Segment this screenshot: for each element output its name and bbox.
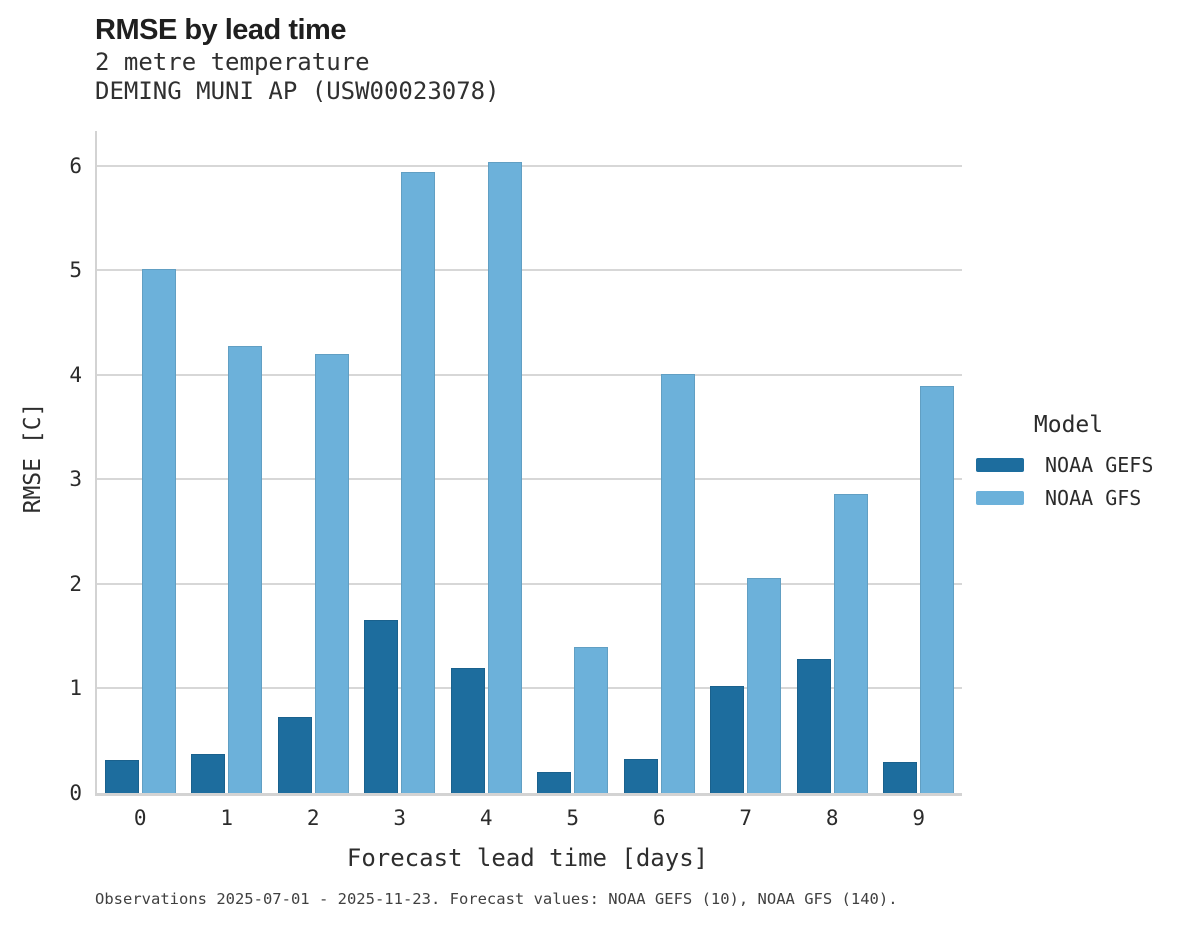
bar-group-lead-7 xyxy=(703,131,790,793)
gridline-y-3 xyxy=(97,478,962,481)
chart-subtitle-variable: 2 metre temperature xyxy=(95,48,370,76)
bar-noaa-gefs-lead-2 xyxy=(277,716,312,793)
chart-header: RMSE by lead time 2 metre temperature DE… xyxy=(95,12,500,106)
bar-noaa-gfs-lead-8 xyxy=(833,493,868,793)
bar-group-lead-9 xyxy=(876,131,963,793)
bar-noaa-gfs-lead-2 xyxy=(314,353,349,793)
legend-swatch-icon xyxy=(976,490,1024,505)
bar-group-lead-6 xyxy=(616,131,703,793)
y-tick-label: 6 xyxy=(69,153,82,178)
chart-subtitle-station: DEMING MUNI AP (USW00023078) xyxy=(95,77,500,105)
bar-noaa-gfs-lead-6 xyxy=(660,373,695,793)
bar-noaa-gefs-lead-5 xyxy=(537,772,572,793)
bar-noaa-gfs-lead-0 xyxy=(141,269,176,793)
bar-group-lead-3 xyxy=(357,131,444,793)
gridline-y-2 xyxy=(97,582,962,585)
y-tick-label: 0 xyxy=(69,781,82,805)
bar-group-lead-5 xyxy=(530,131,617,793)
legend-title: Model xyxy=(1033,412,1104,438)
gridline-y-6 xyxy=(97,164,962,167)
bar-group-lead-2 xyxy=(270,131,357,793)
y-tick-label: 5 xyxy=(69,258,82,283)
bar-noaa-gfs-lead-9 xyxy=(920,386,955,793)
legend-swatch-icon xyxy=(976,457,1024,472)
gridline-y-5 xyxy=(97,269,962,272)
y-tick-label: 2 xyxy=(69,571,82,596)
x-tick-label-8: 8 xyxy=(825,806,839,830)
bar-noaa-gfs-lead-4 xyxy=(487,162,522,793)
legend: Model NOAA GEFS NOAA GFS xyxy=(976,410,1161,514)
bar-group-lead-4 xyxy=(443,131,530,793)
bar-noaa-gefs-lead-9 xyxy=(883,761,918,793)
bar-series-container xyxy=(97,131,962,793)
chart-title: RMSE by lead time xyxy=(95,14,346,46)
bar-group-lead-8 xyxy=(789,131,876,793)
bar-noaa-gfs-lead-1 xyxy=(228,346,263,793)
bar-noaa-gefs-lead-0 xyxy=(104,759,139,793)
plot-area xyxy=(95,131,962,796)
y-tick-label: 1 xyxy=(69,676,82,701)
legend-label: NOAA GEFS xyxy=(1045,452,1154,477)
bar-noaa-gefs-lead-1 xyxy=(191,754,226,793)
gridline-y-4 xyxy=(97,373,962,376)
x-tick-label-6: 6 xyxy=(652,806,666,830)
x-axis-label: Forecast lead time [days] xyxy=(346,844,709,872)
x-tick-label-4: 4 xyxy=(479,806,493,830)
footer-caption: Observations 2025-07-01 - 2025-11-23. Fo… xyxy=(95,890,898,908)
bar-group-lead-0 xyxy=(97,131,184,793)
bar-noaa-gefs-lead-3 xyxy=(364,620,399,793)
y-tick-label: 3 xyxy=(69,467,82,492)
bar-noaa-gefs-lead-6 xyxy=(623,758,658,793)
legend-items: NOAA GEFS NOAA GFS xyxy=(976,448,1161,514)
y-axis-label: RMSE [C] xyxy=(20,402,46,514)
bar-noaa-gefs-lead-4 xyxy=(450,667,485,793)
x-tick-label-5: 5 xyxy=(566,806,580,830)
bar-noaa-gefs-lead-7 xyxy=(710,686,745,793)
x-tick-label-1: 1 xyxy=(220,806,234,830)
bar-noaa-gfs-lead-7 xyxy=(747,577,782,793)
gridline-y-1 xyxy=(97,687,962,690)
legend-entry-noaa-gfs: NOAA GFS xyxy=(976,481,1161,514)
x-tick-label-3: 3 xyxy=(393,806,407,830)
y-axis-tick-labels: 0 1 2 3 4 5 6 xyxy=(0,131,82,805)
bar-noaa-gefs-lead-8 xyxy=(796,659,831,793)
legend-label: NOAA GFS xyxy=(1045,485,1142,510)
x-tick-label-2: 2 xyxy=(306,806,320,830)
bar-group-lead-1 xyxy=(184,131,271,793)
x-axis-tick-labels: 0 1 2 3 4 5 6 7 8 9 xyxy=(97,804,962,832)
y-tick-label: 4 xyxy=(69,362,82,387)
x-tick-label-9: 9 xyxy=(912,806,926,830)
legend-entry-noaa-gefs: NOAA GEFS xyxy=(976,448,1161,481)
x-tick-label-7: 7 xyxy=(739,806,753,830)
bar-noaa-gfs-lead-5 xyxy=(574,646,609,793)
bar-noaa-gfs-lead-3 xyxy=(401,171,436,793)
x-tick-label-0: 0 xyxy=(133,806,147,830)
